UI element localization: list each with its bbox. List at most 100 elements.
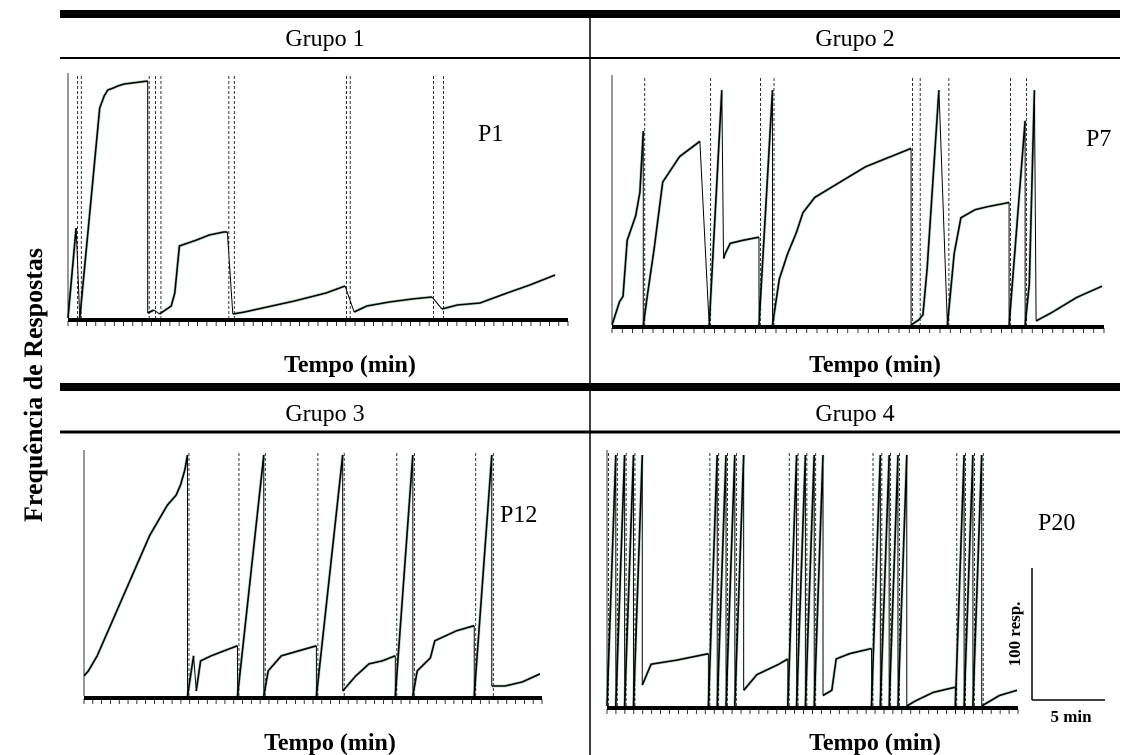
plots-layer [66,73,1105,714]
response-curve [159,231,228,315]
response-curve [795,454,807,707]
reset-line [938,90,948,326]
response-curve [441,274,556,310]
response-curve [412,624,475,697]
response-curve [606,454,617,707]
response-curve [743,658,789,691]
response-curve [79,80,148,319]
x-axis-label-4: Tempo (min) [809,730,941,755]
response-curve [707,454,718,707]
x-axis-label-3: Tempo (min) [264,730,396,755]
response-curve [263,645,317,697]
scale-bar-horizontal-label: 5 min [1050,707,1092,726]
response-curve [83,454,189,677]
response-curve [1035,285,1103,322]
response-curve [822,647,872,697]
y-axis-label-container: Frequência de Respostas [14,190,54,580]
reset-line [1033,90,1037,321]
response-curve [642,140,701,326]
response-curve [981,689,1018,707]
group-title-3: Grupo 3 [285,401,364,427]
response-curve [954,454,965,707]
response-curve [888,454,899,707]
response-curve-segment [341,654,396,692]
response-curve [1008,120,1026,326]
response-curve [1024,90,1036,326]
response-curve [315,454,344,697]
response-curve [708,90,723,326]
response-curve-segment [78,79,148,319]
x-axis-label-2: Tempo (min) [809,352,941,378]
panel-3 [82,450,543,704]
scale-bar-vertical-label: 100 resp. [1005,602,1024,667]
response-curve [195,645,238,692]
response-curve [906,686,956,707]
response-curve [897,454,908,707]
y-axis-label: Frequência de Respostas [19,248,48,522]
response-curve-segment [640,652,709,686]
response-curve [147,309,155,314]
response-curve [236,454,265,697]
response-curve [758,90,774,326]
response-curve-segment [822,647,872,697]
response-curve-segment [158,230,228,316]
panel-1 [66,73,569,326]
reset-line [699,141,710,326]
response-curve [342,655,396,692]
panel-4 [605,450,1019,714]
participant-label-3: P12 [500,502,537,528]
response-curve [641,652,709,686]
response-curve [473,454,493,697]
response-curve [611,130,645,326]
response-curve [946,201,1010,326]
response-curve-segment [906,685,956,708]
response-curve-segment [610,130,645,326]
participant-label-1: P1 [478,121,503,147]
response-curve [394,454,414,697]
response-curve [615,454,626,707]
response-curve-segment [353,295,433,314]
response-curve [725,454,736,707]
response-curve [813,454,824,707]
response-curve-segment [771,147,912,326]
reset-line [75,227,81,319]
response-curve-segment [945,201,1010,326]
panel-2 [610,75,1105,333]
group-title-1: Grupo 1 [285,26,364,52]
participant-label-4: P20 [1038,510,1075,536]
participant-label-2: P7 [1086,126,1111,152]
response-curve-segment [232,284,346,316]
response-curve [804,454,815,707]
x-axis-label-1: Tempo (min) [284,352,416,378]
response-curve [972,454,983,707]
group-title-2: Grupo 2 [815,26,894,52]
scale-bar: 100 resp. 5 min [1005,568,1105,726]
response-curve [910,90,940,326]
top-rule [60,10,1120,18]
reset-line [226,231,234,315]
response-curve [787,454,798,707]
response-curve [623,454,635,707]
response-curve [491,673,541,687]
response-curve [771,147,912,326]
response-curve-segment [441,273,556,311]
response-curve [722,236,760,259]
response-curve [353,296,433,313]
response-curve [632,454,644,707]
reset-line [721,90,725,259]
response-curve-segment [194,644,239,692]
group-title-4: Grupo 4 [815,401,894,427]
response-curve [67,227,77,319]
response-curve [963,454,974,707]
response-curve [232,285,346,315]
response-curve [716,454,727,707]
reset-line [153,309,160,315]
reset-line [193,655,197,692]
response-curve [734,454,745,707]
reset-line [431,296,443,310]
reset-line [344,285,355,313]
response-curve [186,655,195,697]
response-curve [879,454,890,707]
response-curve [870,454,882,707]
